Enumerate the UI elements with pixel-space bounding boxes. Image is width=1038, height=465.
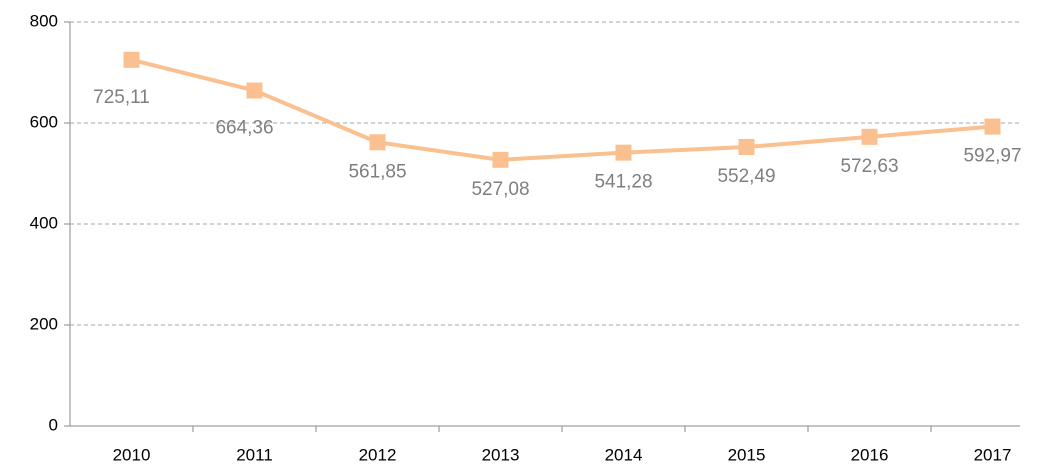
y-tick-label: 200: [30, 314, 58, 333]
data-label: 592,97: [963, 146, 1021, 167]
y-tick-label: 400: [30, 213, 58, 232]
marker: [984, 118, 1001, 135]
data-label: 664,36: [215, 118, 273, 139]
y-tick-label: 0: [49, 415, 58, 434]
x-tick-label: 2017: [974, 445, 1012, 464]
x-tick-label: 2011: [236, 445, 273, 464]
marker: [246, 82, 263, 99]
data-label: 552,49: [717, 166, 775, 187]
data-label: 541,28: [594, 172, 652, 193]
x-tick-label: 2010: [113, 445, 151, 464]
marker: [492, 151, 509, 168]
x-tick-label: 2013: [482, 445, 520, 464]
x-tick-label: 2015: [728, 445, 766, 464]
x-tick-label: 2012: [359, 445, 397, 464]
marker: [738, 138, 755, 155]
data-label: 725,11: [93, 87, 150, 108]
x-tick-label: 2014: [605, 445, 643, 464]
y-tick-label: 800: [30, 11, 58, 30]
y-tick-label: 600: [30, 112, 58, 131]
x-tick-label: 2016: [851, 445, 889, 464]
line: [131, 57, 993, 162]
marker: [369, 134, 386, 151]
data-label: 561,85: [348, 161, 406, 182]
marker: [123, 51, 140, 68]
data-label: 527,08: [471, 179, 529, 200]
marker: [615, 144, 632, 161]
marker: [861, 128, 878, 145]
data-label: 572,63: [840, 156, 898, 177]
